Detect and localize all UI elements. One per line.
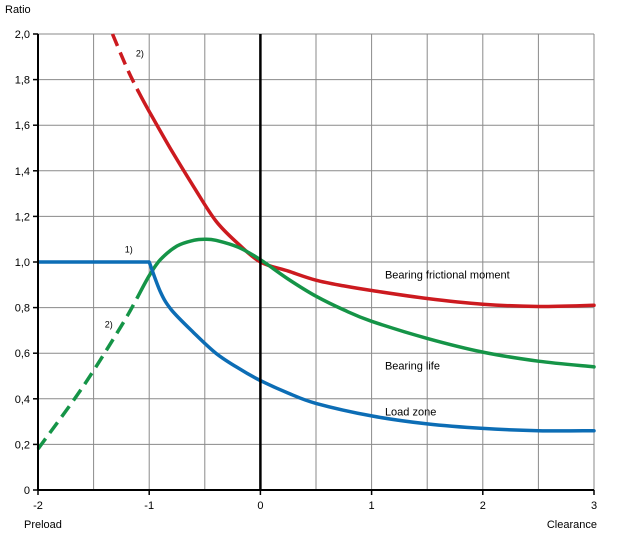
bearing-frictional-moment-label: Bearing frictional moment (385, 270, 510, 282)
bearing-life-label: Bearing life (385, 361, 440, 373)
bearing-frictional-moment-dashed-line (110, 33, 140, 92)
y-tick-label: 0,8 (15, 303, 30, 315)
y-tick-label: 2,0 (15, 29, 30, 41)
y-tick-label: 1,4 (15, 166, 30, 178)
bearing-life-line (136, 237, 596, 369)
y-axis-title: Ratio (5, 4, 31, 16)
x-axis-title-clearance: Clearance (547, 519, 597, 531)
chart-labels: Bearing frictional moment Bearing life Loa… (5, 4, 597, 531)
bearing-life-dashed-line (36, 295, 140, 451)
footnote-marker: 2) (105, 320, 113, 330)
axes (33, 33, 595, 495)
load-zone-label: Load zone (385, 406, 436, 418)
y-tick-label: 0,2 (15, 439, 30, 451)
y-tick-label: 1,6 (15, 120, 30, 132)
x-tick-label: 2 (480, 500, 486, 512)
x-tick-label: -2 (33, 500, 43, 512)
y-tick-label: 1,2 (15, 211, 30, 223)
x-tick-label: 0 (257, 500, 263, 512)
y-tick-label: 1,0 (15, 257, 30, 269)
footnote-marker: 2) (136, 48, 144, 58)
footnote-marker: 1) (125, 244, 133, 254)
x-tick-label: -1 (144, 500, 154, 512)
y-tick-label: 0,6 (15, 348, 30, 360)
load-zone-line (147, 260, 596, 433)
y-tick-label: 1,8 (15, 75, 30, 87)
x-axis-title-preload: Preload (24, 519, 62, 531)
x-tick-label: 1 (369, 500, 375, 512)
bearing-frictional-moment-line (136, 89, 596, 309)
y-tick-label: 0 (24, 485, 30, 497)
y-tick-label: 0,4 (15, 394, 30, 406)
x-tick-label: 3 (591, 500, 597, 512)
